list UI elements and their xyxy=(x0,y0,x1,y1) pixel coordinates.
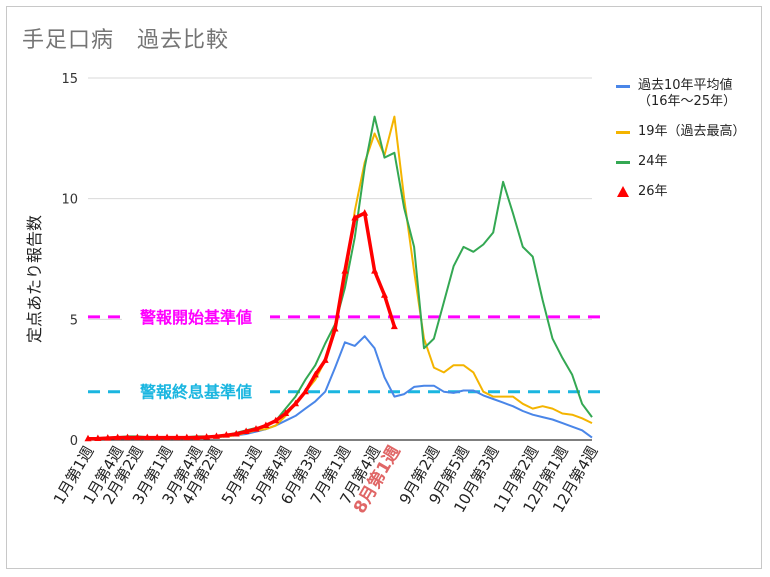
legend-swatch-2024 xyxy=(616,161,630,164)
series-point-3 xyxy=(222,431,230,438)
series-point-3 xyxy=(292,399,300,407)
series-point-3 xyxy=(262,421,270,429)
series-point-3 xyxy=(133,433,141,441)
series-point-3 xyxy=(94,434,102,442)
legend-label-2024: 24年 xyxy=(638,154,668,169)
series-point-3 xyxy=(212,432,220,439)
chart-frame xyxy=(6,6,762,569)
series-point-3 xyxy=(143,433,151,441)
series-point-3 xyxy=(331,324,339,332)
series-point-3 xyxy=(380,291,388,298)
series-point-3 xyxy=(124,433,132,441)
series-point-3 xyxy=(153,433,161,441)
series-point-3 xyxy=(371,267,379,274)
series-point-3 xyxy=(193,433,201,441)
y-tick-label: 15 xyxy=(61,72,78,87)
series-point-3 xyxy=(232,429,240,437)
y-axis-label: 定点あたり報告数 xyxy=(25,215,44,343)
legend-item-2026: 26年 xyxy=(614,184,764,200)
threshold-label-bg-0 xyxy=(122,306,270,327)
threshold-label-0: 警報開始基準値 xyxy=(139,308,252,327)
threshold-label-bg-1 xyxy=(122,381,270,402)
legend-item-avg: 過去10年平均値 （16年〜25年） xyxy=(614,78,764,110)
series-point-3 xyxy=(311,370,319,378)
legend-item-2019: 19年（過去最高） xyxy=(614,124,764,140)
series-point-3 xyxy=(341,267,349,274)
series-point-3 xyxy=(163,433,171,441)
legend-label-2019: 19年（過去最高） xyxy=(638,124,746,139)
series-point-3 xyxy=(351,213,359,221)
series-point-3 xyxy=(301,387,309,395)
legend-label-avg: 過去10年平均値 （16年〜25年） xyxy=(638,78,737,109)
legend-item-2024: 24年 xyxy=(614,154,764,170)
series-point-3 xyxy=(114,433,122,441)
series-point-3 xyxy=(390,322,398,330)
legend: 過去10年平均値 （16年〜25年） 19年（過去最高） 24年 26年 xyxy=(614,78,764,214)
legend-swatch-2019 xyxy=(616,131,630,134)
series-point-3 xyxy=(321,356,329,363)
chart-title: 手足口病 過去比較 xyxy=(22,28,230,53)
series-point-3 xyxy=(203,433,211,440)
threshold-label-1: 警報終息基準値 xyxy=(139,383,252,402)
y-tick-label: 0 xyxy=(70,434,78,449)
series-point-3 xyxy=(252,425,260,432)
legend-triangle-icon xyxy=(617,186,629,197)
series-point-3 xyxy=(272,416,280,424)
legend-label-2026: 26年 xyxy=(638,184,668,199)
y-tick-label: 10 xyxy=(61,193,78,208)
series-point-3 xyxy=(173,433,181,441)
series-point-3 xyxy=(361,209,369,216)
legend-swatch-avg xyxy=(616,85,630,88)
series-point-3 xyxy=(242,427,250,435)
series-point-3 xyxy=(104,434,112,441)
series-point-3 xyxy=(183,433,191,441)
series-point-3 xyxy=(84,434,92,442)
series-point-3 xyxy=(282,409,290,416)
y-tick-label: 5 xyxy=(70,313,78,328)
